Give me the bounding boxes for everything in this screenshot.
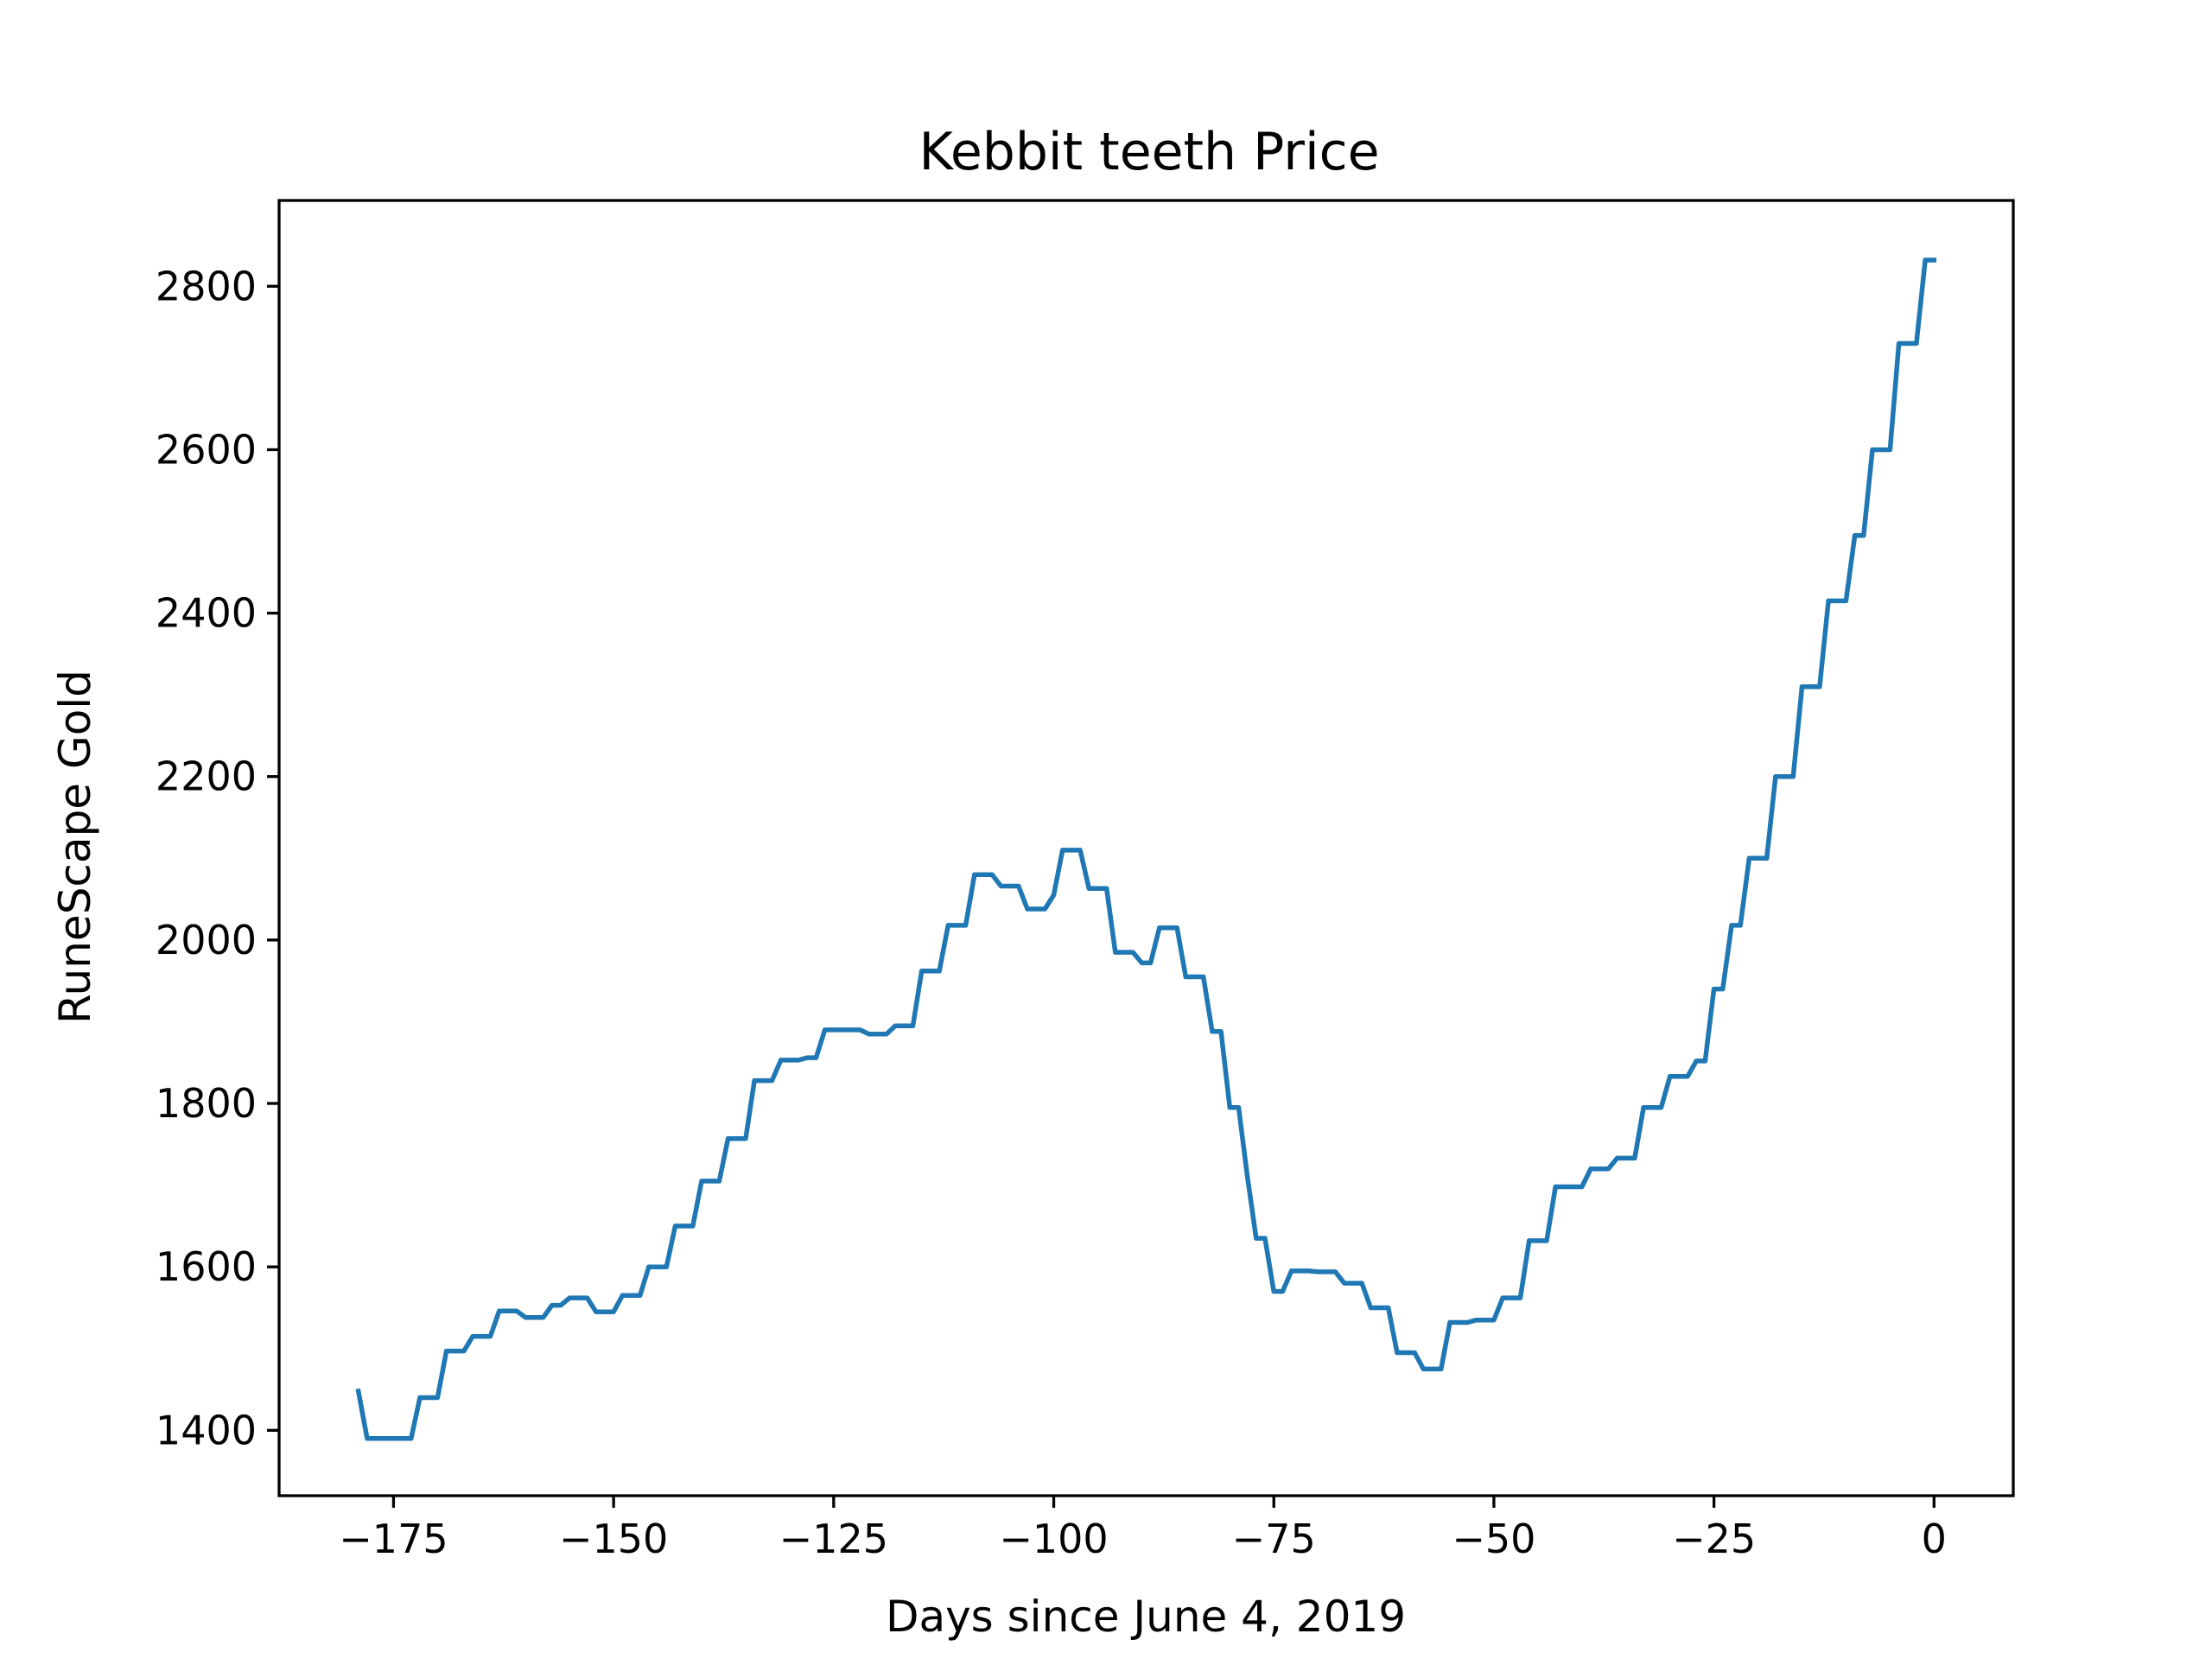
y-tick-label: 2200 xyxy=(156,753,257,800)
y-tick-label: 2600 xyxy=(156,426,257,473)
series-line xyxy=(355,257,1937,1441)
x-axis-label: Days since June 4, 2019 xyxy=(886,1592,1406,1642)
y-tick-label: 2800 xyxy=(156,263,257,309)
y-tick-label: 1800 xyxy=(156,1080,257,1127)
y-axis-ticks: 1400 1600 1800 2000 2200 2400 2600 2800 xyxy=(156,263,279,1453)
y-tick-label: 2400 xyxy=(156,590,257,637)
x-tick-label: −100 xyxy=(999,1516,1108,1562)
x-tick-label: −50 xyxy=(1452,1516,1535,1562)
x-tick-label: 0 xyxy=(1922,1516,1947,1562)
x-tick-label: −150 xyxy=(559,1516,668,1562)
x-tick-label: −75 xyxy=(1232,1516,1316,1562)
chart-title: Kebbit teeth Price xyxy=(918,122,1379,182)
x-tick-label: −25 xyxy=(1672,1516,1756,1562)
x-tick-label: −125 xyxy=(779,1516,888,1562)
plot-frame xyxy=(277,199,2015,1497)
y-tick-label: 1600 xyxy=(156,1243,257,1290)
y-tick-label: 2000 xyxy=(156,917,257,963)
y-tick-label: 1400 xyxy=(156,1407,257,1453)
x-tick-label: −175 xyxy=(339,1516,448,1562)
y-axis-label: RuneScape Gold xyxy=(50,670,100,1024)
x-axis-ticks: −175 −150 −125 −100 −75 −50 −25 0 xyxy=(339,1496,1947,1562)
